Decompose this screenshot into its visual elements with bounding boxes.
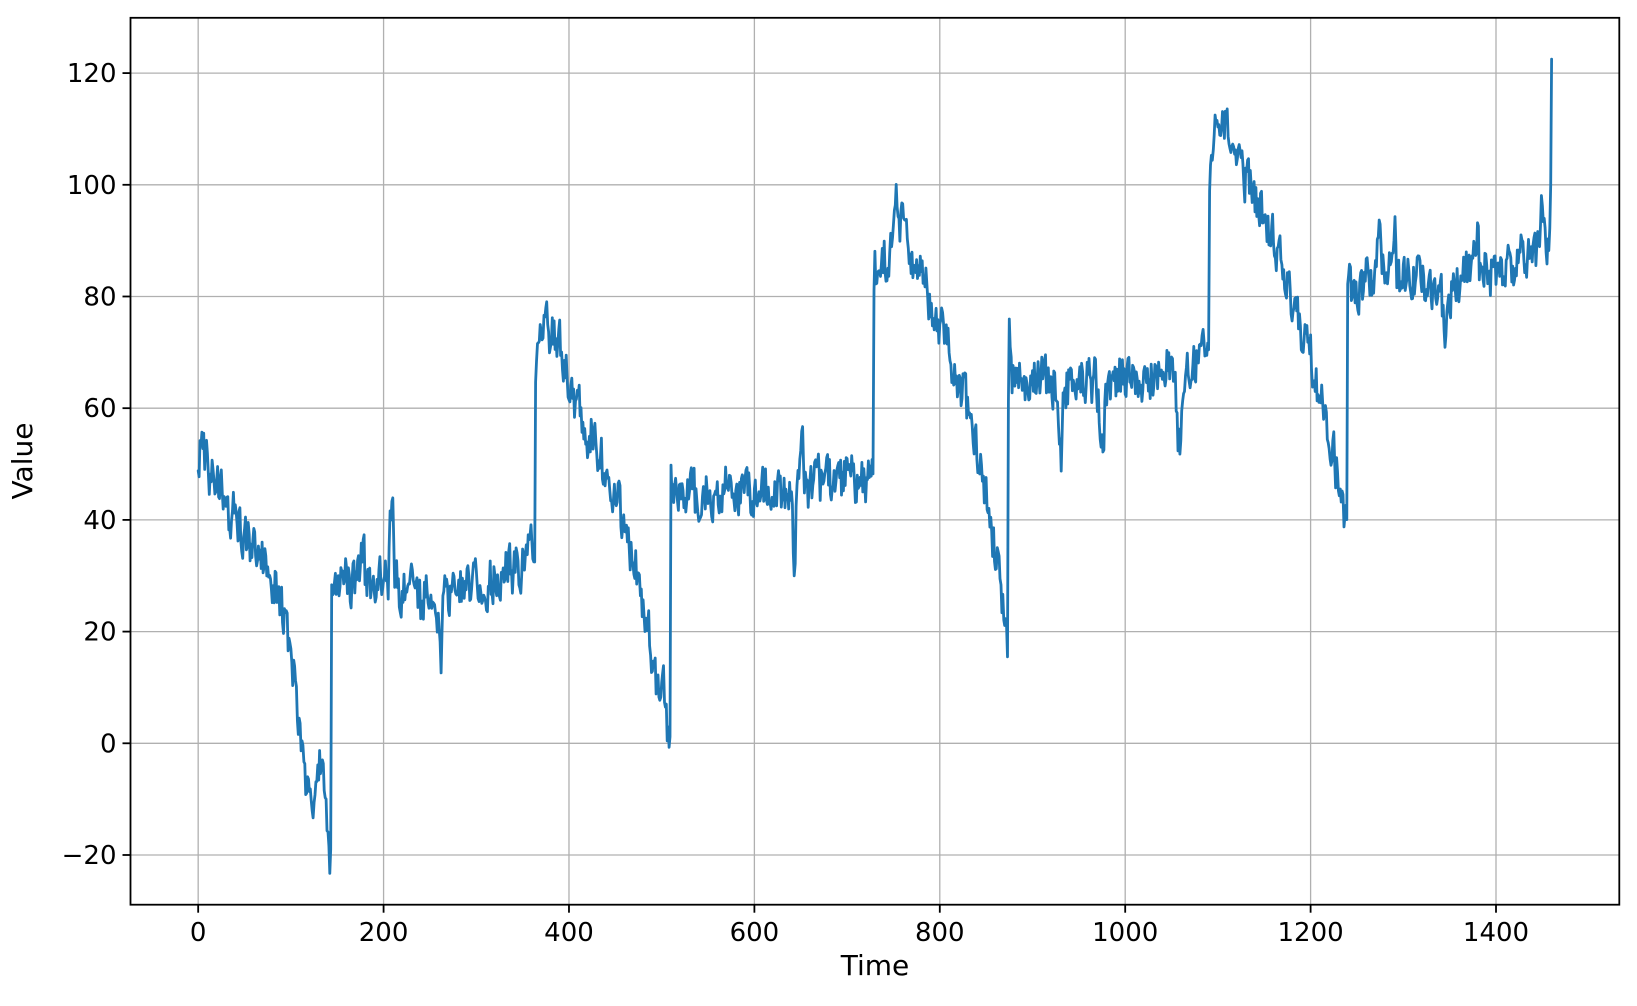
x-tick-label: 800 [915, 918, 965, 948]
x-axis-label: Time [840, 949, 910, 982]
plot-frame [129, 16, 1621, 906]
axis-ticks: 0 200 400 600 800 1000 1200 1400 −20 0 20 40 60 80 100… [62, 59, 1529, 948]
y-tick-label: 100 [67, 171, 117, 201]
series-line [196, 57, 1553, 875]
x-tick-label: 400 [544, 918, 594, 948]
grid-lines [130, 17, 1620, 905]
x-tick-label: 1000 [1092, 918, 1158, 948]
x-tick-label: 200 [359, 918, 409, 948]
y-axis-label: Value [6, 423, 39, 500]
x-tick-label: 0 [190, 918, 207, 948]
x-tick-label: 1400 [1463, 918, 1529, 948]
y-tick-label: −20 [62, 841, 117, 871]
x-tick-label: 1200 [1278, 918, 1344, 948]
axes-frame [129, 16, 1621, 906]
y-tick-label: 120 [67, 59, 117, 89]
y-tick-label: 80 [83, 282, 116, 312]
y-tick-label: 40 [83, 506, 116, 536]
y-tick-label: 0 [100, 729, 117, 759]
series-layer [196, 57, 1553, 875]
y-tick-label: 20 [83, 618, 116, 648]
y-tick-label: 60 [83, 394, 116, 424]
x-tick-label: 600 [730, 918, 780, 948]
